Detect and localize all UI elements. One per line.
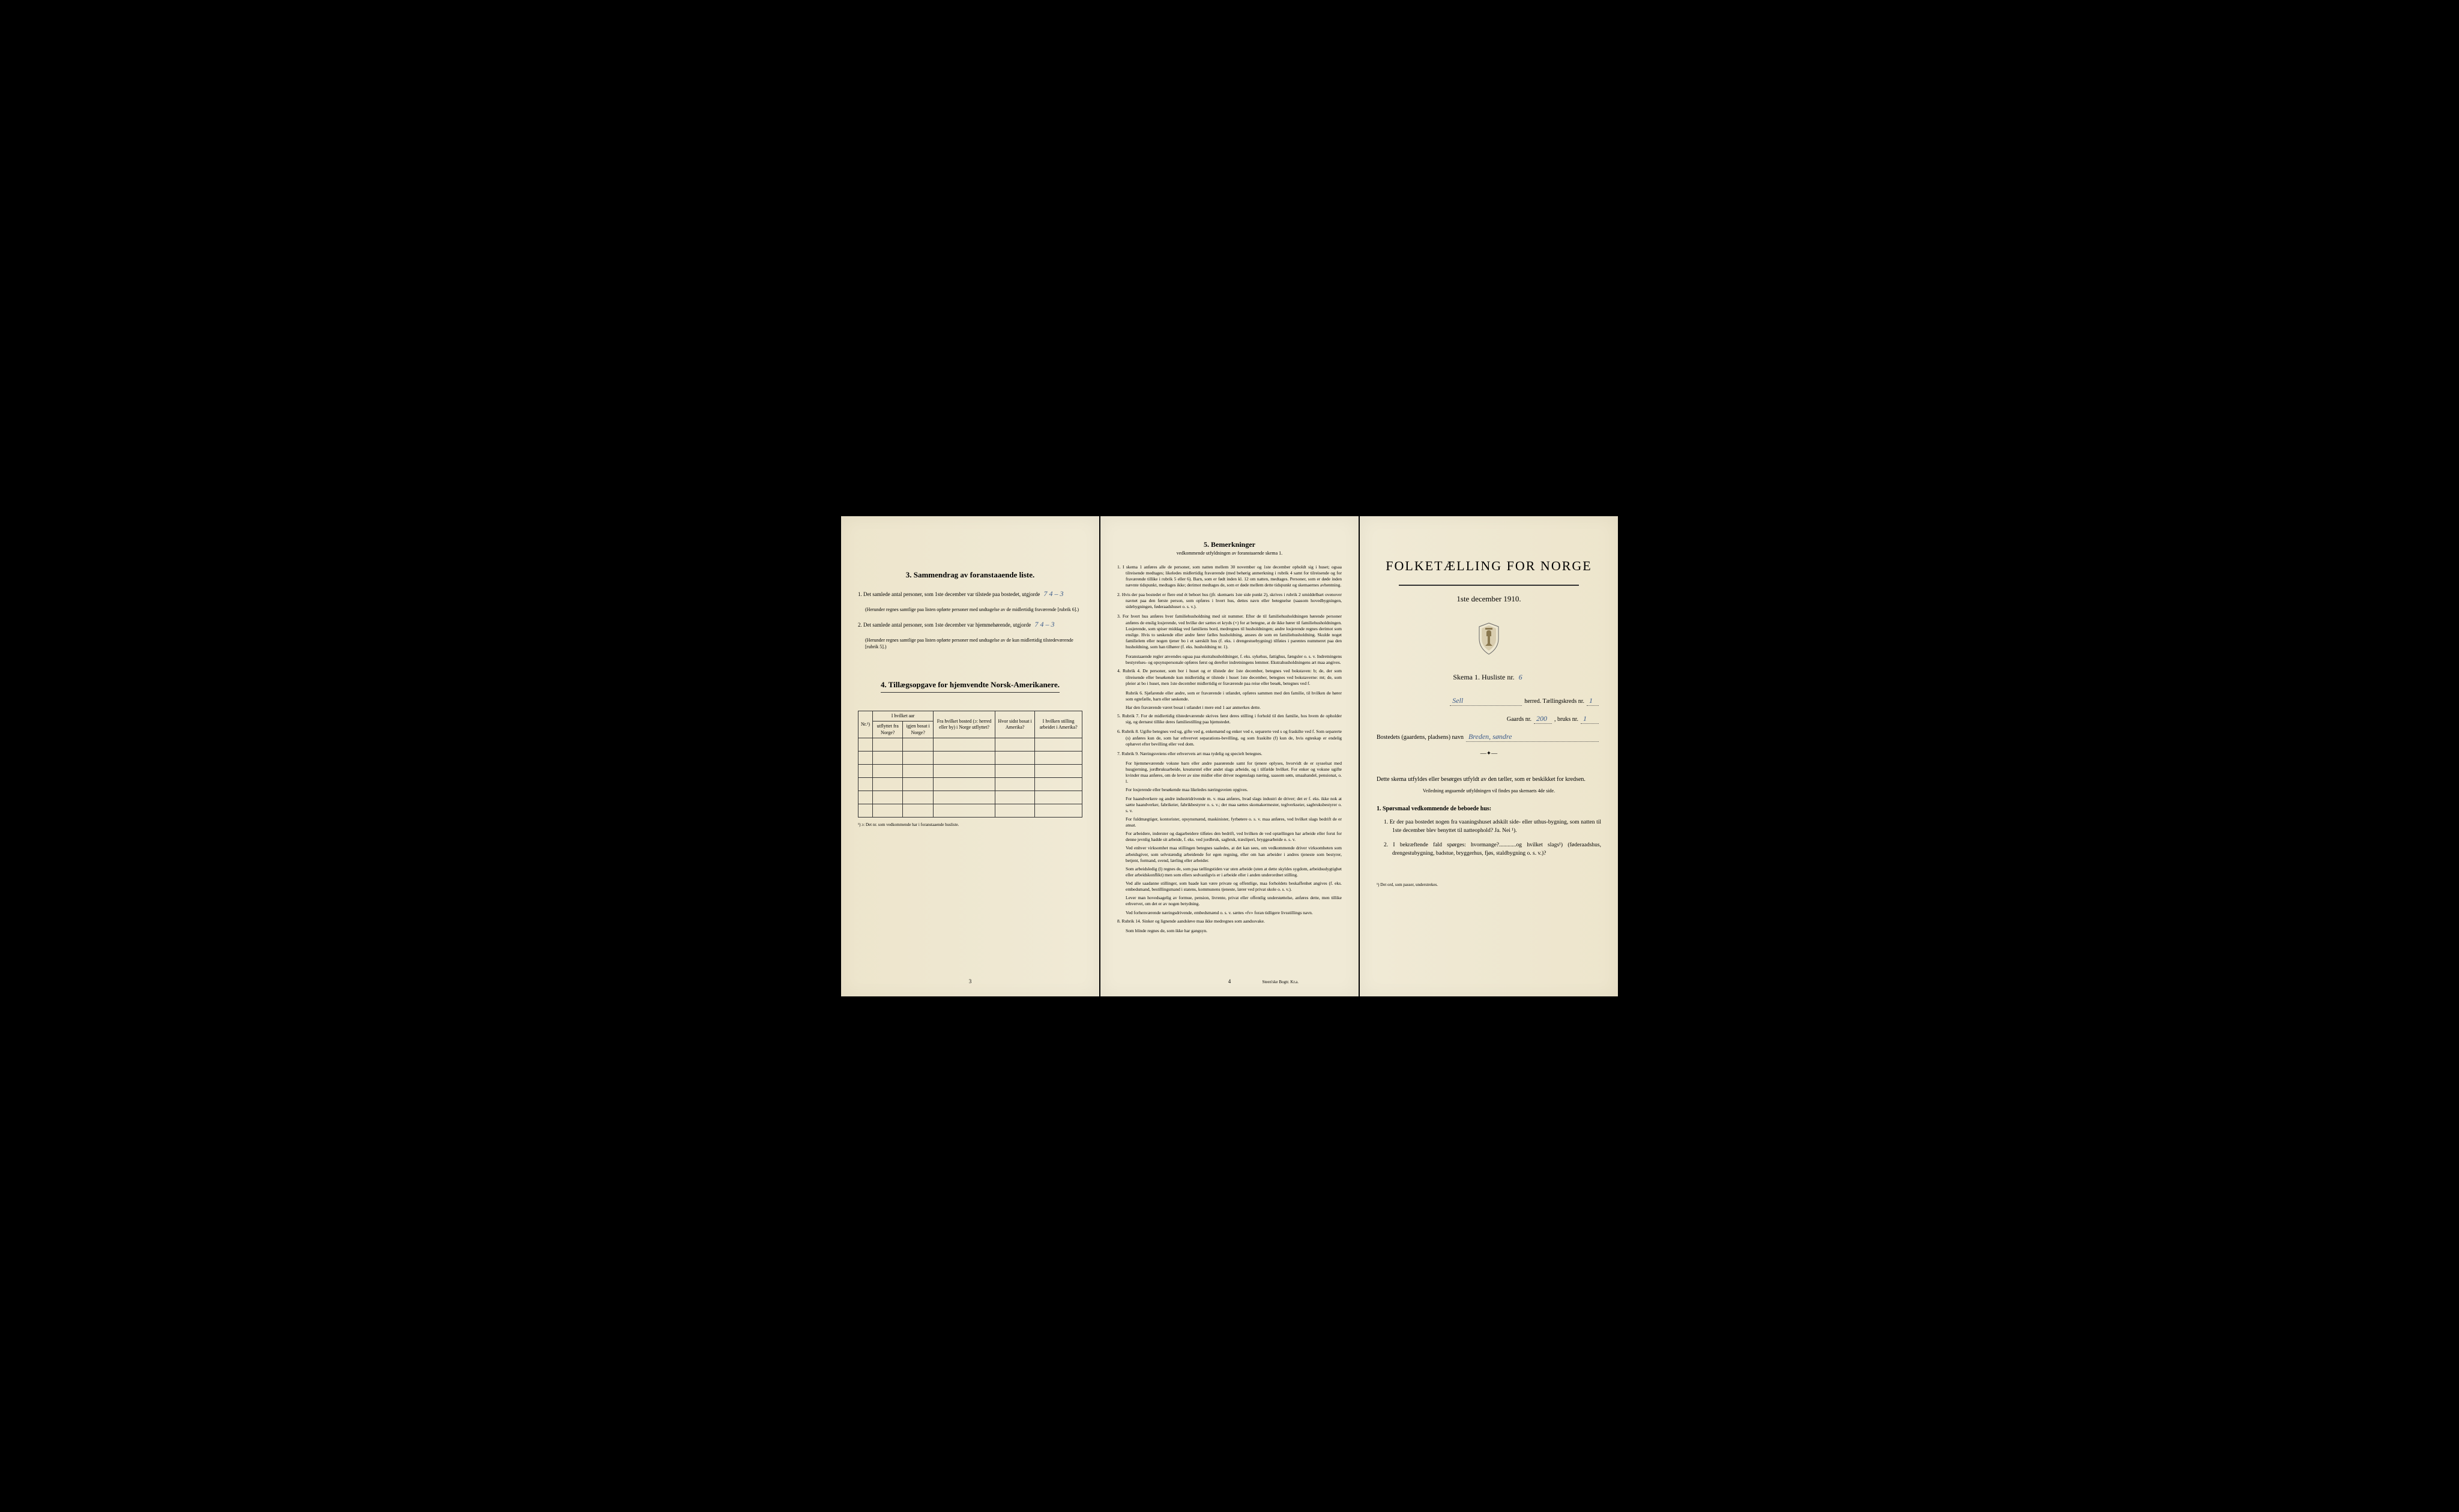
item-1: 1. Det samlede antal personer, som 1ste … [858,588,1082,599]
table-row [858,738,1082,751]
page3-footnote: ¹) Det ord, som passer, understrekes. [1377,882,1601,887]
remark-7-sub-d: For fuldmægtiger, kontorister, opsynsmæn… [1117,816,1342,828]
table-row [858,791,1082,804]
skema-line: Skema 1. Husliste nr. 6 [1377,673,1601,682]
remark-1: 1. I skema 1 anføres alle de personer, s… [1117,564,1342,589]
census-date: 1ste december 1910. [1377,594,1601,604]
guidance-note: Veiledning angaaende utfyldningen vil fi… [1377,788,1601,794]
instruction-text: Dette skema utfyldes eller besørges utfy… [1377,775,1601,785]
page-number: 4 [1228,978,1231,984]
remark-3: 3. For hvert hus anføres hver familiehus… [1117,613,1342,650]
section-4-title: 4. Tillægsopgave for hjemvendte Norsk-Am… [881,680,1060,693]
item-2-note: (Herunder regnes samtlige paa listen opf… [858,637,1082,650]
remark-7-sub-g: Som arbeidsledig (l) regnes de, som paa … [1117,866,1342,878]
husliste-nr: 6 [1516,673,1525,681]
remark-7-sub-j: Ved forhenværende næringsdrivende, embed… [1117,910,1342,916]
gaards-nr: 200 [1534,714,1552,724]
page-3: 3. Sammendrag av foranstaaende liste. 1.… [841,516,1099,996]
item-2: 2. Det samlede antal personer, som 1ste … [858,619,1082,630]
bosted-value: Breden, søndre [1466,732,1599,742]
page-4: 5. Bemerkninger vedkommende utfyldningen… [1100,516,1359,996]
col-position: I hvilken stilling arbeidet i Amerika? [1035,711,1082,738]
remark-7: 7. Rubrik 9. Næringsveiens eller erhverv… [1117,751,1342,757]
remark-7-sub-f: Ved enhver virksomhet maa stillingen bet… [1117,845,1342,863]
herred-line: Sell herred. Tællingskreds nr. 1 [1377,696,1601,706]
census-document: 3. Sammendrag av foranstaaende liste. 1.… [841,516,1618,996]
col-where: Hvor sidst bosat i Amerika? [995,711,1035,738]
herred-value: Sell [1450,696,1522,706]
printer-mark: Steen'ske Bogtr. Kr.a. [1262,980,1299,984]
kreds-nr: 1 [1587,696,1599,706]
col-returned: igjen bosat i Norge? [903,721,934,738]
remark-2: 2. Hvis der paa bostedet er flere end ét… [1117,592,1342,610]
table-row [858,765,1082,778]
handwritten-count-1: 7 4 – 3 [1042,589,1066,598]
remark-4-sub-a: Rubrik 6. Sjøfarende eller andre, som er… [1117,690,1342,702]
col-from: Fra hvilket bosted (ɔ: herred eller by) … [934,711,995,738]
remark-8-sub: Som blinde regnes de, som ikke har gangs… [1117,928,1342,934]
remark-7-sub-h: Ved alle saadanne stillinger, som baade … [1117,881,1342,893]
table-footnote: ¹) ɔ: Det nr. som vedkommende har i fora… [858,822,1082,827]
bosted-line: Bostedets (gaardens, pladsens) navn Bred… [1377,732,1601,742]
remark-6: 6. Rubrik 8. Ugifte betegnes ved ug, gif… [1117,729,1342,747]
bruks-nr: 1 [1581,714,1599,724]
section-5-title: 5. Bemerkninger [1117,540,1342,549]
question-1: 1. Er der paa bostedet nogen fra vaaning… [1377,818,1601,836]
table-row [858,751,1082,765]
remark-5: 5. Rubrik 7. For de midlertidig tilstede… [1117,713,1342,725]
item-1-note: (Herunder regnes samtlige paa listen opf… [858,606,1082,613]
question-2: 2. I bekræftende fald spørges: hvormange… [1377,841,1601,858]
page-1-cover: FOLKETÆLLING FOR NORGE 1ste december 191… [1360,516,1618,996]
section-5-subtitle: vedkommende utfyldningen av foranstaaend… [1117,550,1342,556]
remark-4-sub-b: Har den fraværende været bosat i utlande… [1117,705,1342,711]
handwritten-count-2: 7 4 – 3 [1033,620,1057,628]
remark-7-sub-a: For hjemmeværende voksne barn eller andr… [1117,761,1342,785]
remark-8: 8. Rubrik 14. Sinker og lignende aandslø… [1117,918,1342,924]
divider-icon: ―✦― [1377,750,1601,757]
coat-of-arms-icon [1377,622,1601,658]
remark-4: 4. Rubrik 4. De personer, som bor i huse… [1117,668,1342,686]
section-3-title: 3. Sammendrag av foranstaaende liste. [858,570,1082,580]
page-number: 3 [969,978,972,984]
remark-7-sub-e: For arbeidere, inderster og dagarbeidere… [1117,831,1342,843]
question-heading: 1. Spørsmaal vedkommende de beboede hus: [1377,806,1601,812]
gaard-line: Gaards nr. 200 , bruks nr. 1 [1377,714,1601,724]
remark-7-sub-c: For haandverkere og andre industridriven… [1117,796,1342,814]
remark-7-sub-b: For losjerende eller besøkende maa likel… [1117,787,1342,793]
table-row [858,778,1082,791]
remark-3-sub: Foranstaaende regler anvendes ogsaa paa … [1117,654,1342,666]
main-title: FOLKETÆLLING FOR NORGE [1377,558,1601,574]
emigrant-table: Nr.¹) I hvilket aar Fra hvilket bosted (… [858,711,1082,818]
table-row [858,804,1082,818]
col-year-group: I hvilket aar [873,711,934,721]
col-nr: Nr.¹) [858,711,873,738]
col-emigrated: utflyttet fra Norge? [873,721,903,738]
remark-7-sub-i: Lever man hovedsagelig av formue, pensio… [1117,895,1342,907]
